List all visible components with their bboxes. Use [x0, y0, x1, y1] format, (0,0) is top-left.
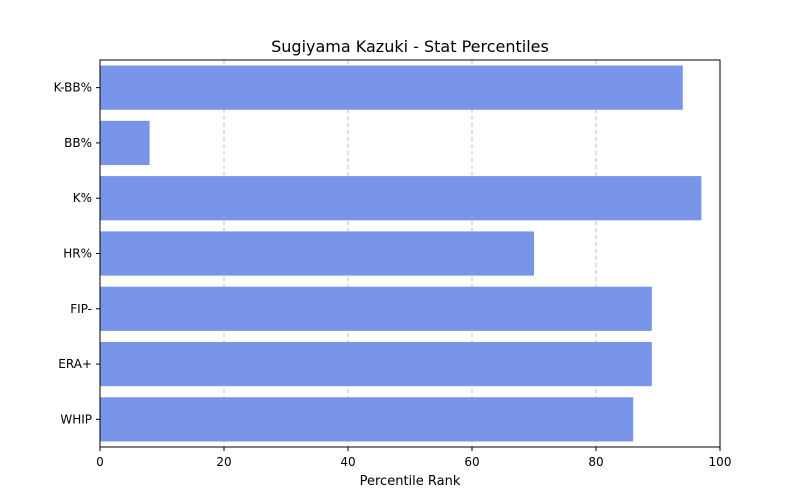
- x-axis-label: Percentile Rank: [360, 474, 461, 489]
- x-tick-label: 20: [216, 455, 231, 469]
- bar: [100, 341, 652, 387]
- x-axis-ticks: 0 20 40 60 80 100: [96, 447, 731, 469]
- bars: [100, 65, 702, 442]
- x-tick-label: 80: [588, 455, 603, 469]
- bar: [100, 231, 534, 276]
- y-tick-label: FIP-: [70, 302, 92, 316]
- x-tick-label: 0: [96, 455, 104, 469]
- y-tick-label: HR%: [63, 247, 92, 261]
- y-tick-label: WHIP: [60, 412, 92, 426]
- bar: [100, 65, 683, 110]
- x-tick-label: 100: [709, 455, 732, 469]
- y-tick-label: K%: [73, 191, 92, 205]
- bar: [100, 120, 150, 166]
- y-tick-label: K-BB%: [54, 81, 92, 95]
- bar: [100, 176, 702, 221]
- bar: [100, 397, 634, 442]
- bar: [100, 286, 652, 331]
- x-tick-label: 40: [340, 455, 355, 469]
- y-tick-label: BB%: [64, 136, 92, 150]
- x-tick-label: 60: [464, 455, 479, 469]
- y-tick-label: ERA+: [58, 357, 92, 371]
- y-axis-ticks: K-BB% BB% K% HR% FIP- ERA+ WHIP: [54, 81, 100, 426]
- chart-title: Sugiyama Kazuki - Stat Percentiles: [271, 37, 549, 56]
